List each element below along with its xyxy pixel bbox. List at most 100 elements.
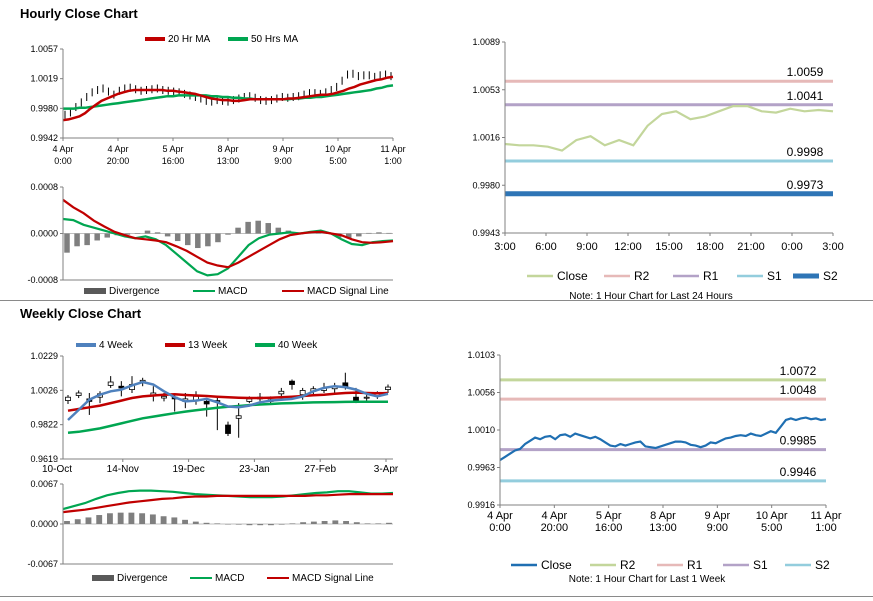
weekly-candle-body bbox=[65, 396, 71, 401]
weekly-macd-divergence-bar bbox=[332, 520, 339, 524]
weekly-pivot-xtick-label: 16:00 bbox=[595, 522, 623, 534]
weekly-candle-body bbox=[118, 385, 125, 389]
hourly-price-ytick-label: 0.9980 bbox=[30, 103, 58, 113]
hourly-macd-divergence-bar bbox=[84, 233, 90, 246]
weekly-pivot-xtick-label: 5 Apr bbox=[596, 510, 622, 522]
weekly-pivot-legend-r1: R1 bbox=[687, 558, 703, 572]
hourly-macd-divergence-bar bbox=[376, 232, 382, 234]
weekly-pivot-ytick-label: 0.9916 bbox=[467, 500, 495, 510]
hourly-price-ytick-label: 1.0019 bbox=[30, 74, 58, 84]
weekly-price-xtick-label: 19-Dec bbox=[172, 464, 204, 475]
weekly-candle-body bbox=[363, 396, 370, 399]
hourly-price-xtick-label: 4 Apr bbox=[107, 144, 128, 154]
weekly-pivot-level-label-r2: 1.0072 bbox=[780, 364, 817, 378]
hourly-macd-divergence-bar bbox=[366, 232, 372, 234]
hourly-pivot-xtick-label: 6:00 bbox=[535, 241, 556, 253]
weekly-pivot-level-label-s2: 0.9946 bbox=[780, 465, 817, 479]
ma-13-week-line bbox=[67, 391, 389, 412]
weekly-pivot-xtick-label: 0:00 bbox=[489, 522, 510, 534]
hourly-macd-divergence-bar bbox=[134, 233, 141, 234]
weekly-price-ytick-label: 0.9822 bbox=[30, 420, 58, 430]
weekly-price-xtick-label: 10-Oct bbox=[42, 464, 72, 475]
legend-swatch-divergence-weekly bbox=[92, 575, 114, 581]
hourly-macd-divergence-bar bbox=[346, 233, 352, 239]
hourly-macd-divergence-bar bbox=[104, 233, 110, 238]
ma-50-line bbox=[63, 84, 394, 110]
weekly-pivot-legend-r2: R2 bbox=[620, 558, 636, 572]
weekly-price-ytick-label: 0.9619 bbox=[30, 454, 58, 464]
weekly-price-xtick-label: 27-Feb bbox=[304, 464, 336, 475]
hourly-price-xtick-label: 8 Apr bbox=[217, 144, 238, 154]
hourly-pivot-xtick-label: 18:00 bbox=[696, 241, 724, 253]
legend-macd: MACD bbox=[218, 286, 247, 297]
hourly-macd-divergence-bar bbox=[215, 233, 221, 243]
hourly-macd-divergence-bar bbox=[174, 233, 181, 242]
ma-4-week-line bbox=[67, 380, 389, 421]
hourly-price-xtick-label: 5:00 bbox=[329, 156, 347, 166]
hourly-price-ytick-label: 0.9942 bbox=[30, 133, 58, 143]
weekly-macd-divergence-bar bbox=[257, 524, 264, 526]
hourly-pivot-legend-s1: S1 bbox=[767, 269, 782, 283]
hourly-macd-divergence-bar bbox=[195, 233, 201, 249]
hourly-pivot-level-label-s1: 0.9998 bbox=[787, 145, 824, 159]
weekly-pivot-legend-s2: S2 bbox=[815, 558, 830, 572]
weekly-pivot-close-line bbox=[499, 416, 827, 462]
hourly-macd-divergence-bar bbox=[74, 233, 80, 247]
weekly-macd-divergence-bar bbox=[300, 522, 307, 524]
legend-divergence: Divergence bbox=[109, 286, 160, 297]
bottom-divider bbox=[0, 596, 873, 597]
hourly-price-xtick-label: 9:00 bbox=[274, 156, 292, 166]
hourly-price-xtick-label: 0:00 bbox=[54, 156, 72, 166]
weekly-pivot-xtick-label: 4 Apr bbox=[541, 510, 567, 522]
weekly-macd-divergence-bar bbox=[192, 521, 199, 524]
weekly-pivot-ytick-label: 1.0010 bbox=[467, 425, 495, 435]
hourly-macd-ytick-label: 0.0008 bbox=[30, 182, 58, 192]
weekly-macd-ytick-label: 0.0000 bbox=[30, 519, 58, 529]
legend-macd-weekly: MACD bbox=[215, 573, 244, 584]
hourly-pivot-xtick-label: 12:00 bbox=[614, 241, 642, 253]
weekly-price-ytick-label: 1.0229 bbox=[30, 351, 58, 361]
hourly-macd-divergence-bar bbox=[275, 227, 282, 234]
weekly-pivot-xtick-label: 8 Apr bbox=[650, 510, 676, 522]
legend-13-week: 13 Week bbox=[188, 340, 228, 351]
weekly-pivot-note: Note: 1 Hour Chart for Last 1 Week bbox=[569, 574, 727, 585]
hourly-macd-ytick-label: 0.0000 bbox=[30, 229, 58, 239]
weekly-macd-divergence-bar bbox=[321, 521, 328, 524]
weekly-macd-ytick-label: -0.0067 bbox=[27, 559, 58, 569]
weekly-pivot-ytick-label: 1.0103 bbox=[467, 350, 495, 360]
legend-divergence-weekly: Divergence bbox=[117, 573, 168, 584]
weekly-candle-body bbox=[278, 390, 285, 395]
legend-signal: MACD Signal Line bbox=[307, 286, 389, 297]
weekly-macd-divergence-bar bbox=[343, 521, 349, 524]
weekly-macd-divergence-bar bbox=[310, 521, 317, 524]
weekly-candle-body bbox=[225, 424, 231, 434]
weekly-candle-body bbox=[289, 380, 295, 385]
hourly-macd-divergence-bar bbox=[185, 233, 191, 246]
legend-swatch-divergence bbox=[84, 288, 106, 294]
hourly-pivot-note: Note: 1 Hour Chart for Last 24 Hours bbox=[569, 291, 732, 302]
weekly-pivot-xtick-label: 11 Apr bbox=[811, 510, 842, 522]
weekly-pivot-xtick-label: 4 Apr bbox=[487, 510, 513, 522]
hourly-macd-divergence-bar bbox=[144, 230, 151, 234]
legend-50hr-ma: 50 Hrs MA bbox=[251, 34, 299, 45]
hourly-pivot-xtick-label: 9:00 bbox=[576, 241, 597, 253]
weekly-macd-divergence-bar bbox=[117, 512, 124, 524]
weekly-pivot-legend-close: Close bbox=[541, 558, 572, 572]
hourly-pivot-ytick-label: 1.0089 bbox=[472, 37, 500, 47]
hourly-price-xtick-label: 10 Apr bbox=[325, 144, 351, 154]
hourly-pivot-ytick-label: 1.0053 bbox=[472, 85, 500, 95]
hourly-macd-divergence-bar bbox=[225, 233, 231, 235]
weekly-candle-body bbox=[235, 415, 242, 419]
hourly-pivot-legend-s2: S2 bbox=[823, 269, 838, 283]
weekly-candle-body bbox=[75, 392, 82, 396]
hourly-pivot-close-line bbox=[504, 104, 834, 152]
weekly-macd-signal-line bbox=[62, 493, 393, 514]
hourly-pivot-xtick-label: 3:00 bbox=[494, 241, 515, 253]
hourly-macd-ytick-label: -0.0008 bbox=[27, 275, 58, 285]
weekly-macd-divergence-bar bbox=[160, 516, 167, 524]
hourly-price-xtick-label: 5 Apr bbox=[162, 144, 183, 154]
weekly-macd-divergence-bar bbox=[364, 523, 371, 524]
